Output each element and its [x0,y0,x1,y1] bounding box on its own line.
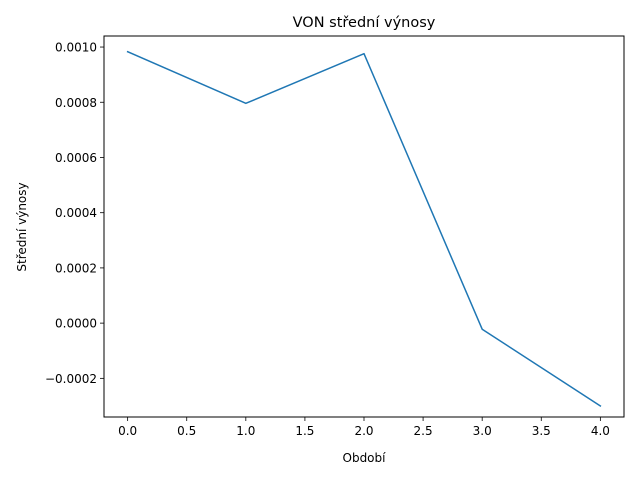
series-line [126,50,602,407]
chart-title: VON střední výnosy [293,15,436,31]
x-axis-label: Období [343,451,387,465]
y-tick-label: 0.0002 [55,261,97,275]
x-tick-label: 0.5 [177,424,196,438]
y-tick-label: 0.0004 [55,206,97,220]
y-axis-label: Střední výnosy [15,182,29,271]
y-tick-label: 0.0008 [55,96,97,110]
y-tick-label: −0.0002 [45,372,97,386]
x-tick-label: 0.0 [118,424,137,438]
y-axis: −0.0002 0.0000 0.0002 0.0004 0.0006 0.0008 0.0… [45,41,104,386]
x-tick-label: 1.5 [295,424,314,438]
x-tick-label: 2.5 [414,424,433,438]
x-axis: 0.0 0.5 1.0 1.5 2.0 2.5 3.0 3.5 4.0 [118,417,610,438]
plot-area [103,35,625,418]
y-tick-label: 0.0000 [55,317,97,331]
x-tick-label: 3.0 [473,424,492,438]
x-tick-label: 4.0 [591,424,610,438]
x-tick-label: 1.0 [236,424,255,438]
y-tick-label: 0.0010 [55,41,97,55]
x-tick-label: 3.5 [532,424,551,438]
x-tick-label: 2.0 [354,424,373,438]
y-tick-label: 0.0006 [55,151,97,165]
